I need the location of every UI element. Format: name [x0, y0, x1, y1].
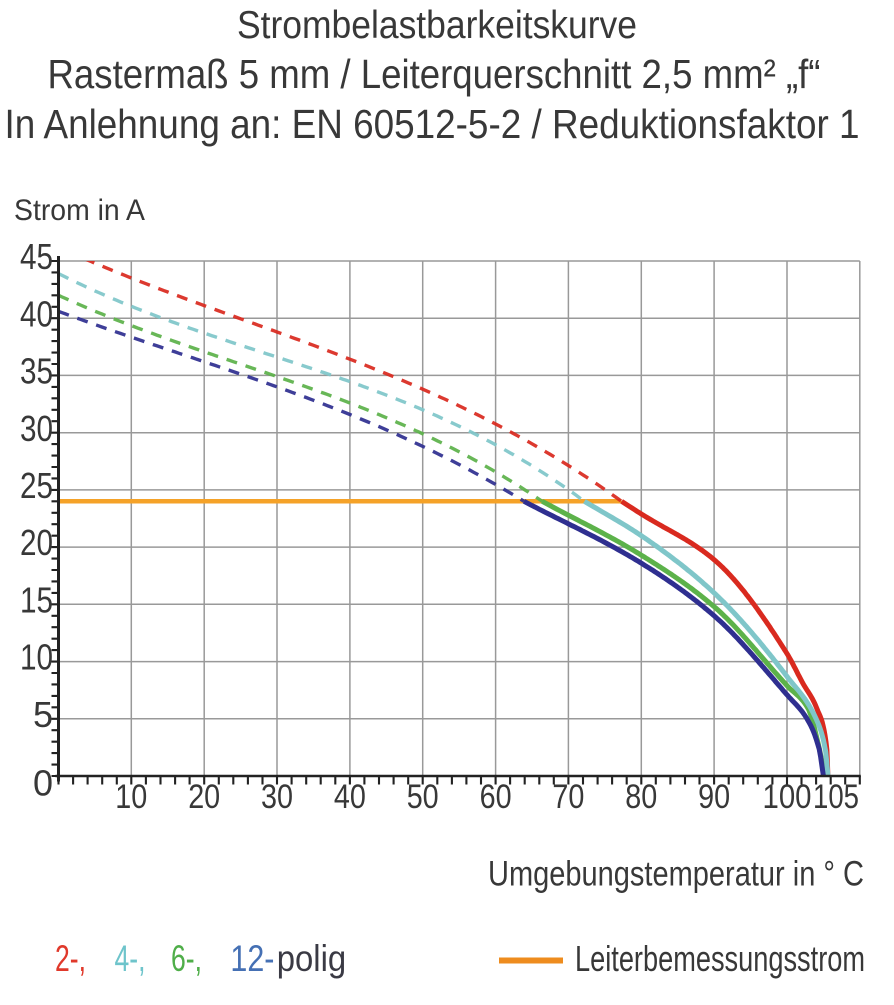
svg-text:Umgebungstemperatur in ° C: Umgebungstemperatur in ° C [488, 855, 864, 894]
svg-text:60: 60 [480, 778, 512, 816]
svg-text:6-,: 6-, [171, 938, 202, 979]
svg-text:90: 90 [698, 778, 730, 816]
svg-text:30: 30 [20, 408, 53, 449]
svg-text:20: 20 [188, 778, 220, 816]
svg-text:Rastermaß 5 mm / Leiterquersch: Rastermaß 5 mm / Leiterquerschnitt 2,5 m… [48, 51, 821, 97]
svg-text:Strombelastbarkeitskurve: Strombelastbarkeitskurve [237, 4, 637, 47]
svg-text:4-,: 4-, [115, 938, 146, 979]
svg-text:80: 80 [625, 778, 657, 816]
svg-text:25: 25 [20, 465, 53, 506]
svg-text:35: 35 [20, 351, 53, 392]
svg-text:40: 40 [334, 778, 366, 816]
svg-text:10: 10 [115, 778, 147, 816]
svg-text:polig: polig [277, 938, 347, 979]
svg-text:15: 15 [20, 579, 53, 620]
svg-text:100: 100 [763, 778, 812, 816]
svg-text:30: 30 [261, 778, 293, 816]
svg-text:In Anlehnung an: EN 60512-5-2: In Anlehnung an: EN 60512-5-2 / Reduktio… [5, 101, 860, 147]
svg-text:70: 70 [552, 778, 584, 816]
svg-text:5: 5 [33, 694, 53, 735]
svg-text:40: 40 [20, 293, 53, 334]
svg-text:10: 10 [20, 637, 53, 678]
svg-text:20: 20 [20, 522, 53, 563]
svg-text:50: 50 [407, 778, 439, 816]
svg-text:Leiterbemessungsstrom: Leiterbemessungsstrom [575, 938, 865, 979]
svg-text:Strom in A: Strom in A [14, 194, 145, 227]
svg-text:105: 105 [813, 778, 859, 816]
svg-text:0: 0 [33, 763, 53, 804]
svg-text:45: 45 [20, 236, 53, 277]
svg-text:2-,: 2-, [55, 938, 86, 979]
svg-text:12-: 12- [230, 938, 274, 979]
